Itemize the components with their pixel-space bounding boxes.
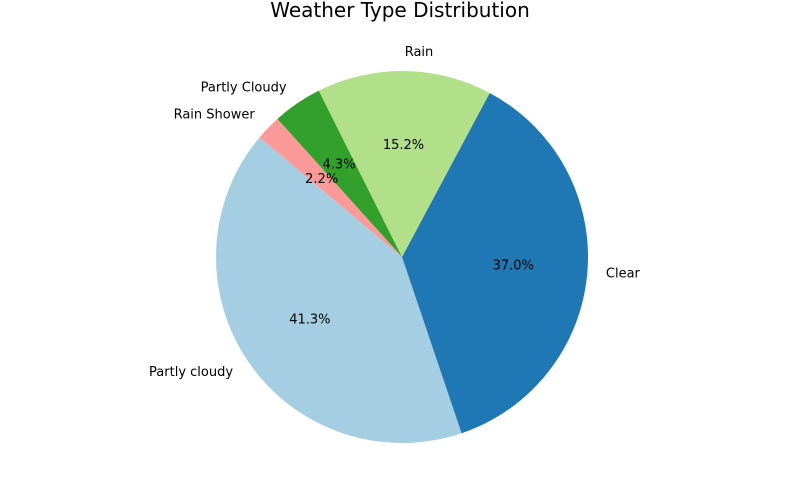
slice-label-partly-cloudy-3: Partly Cloudy (201, 81, 287, 96)
slice-percent-rain-shower-4: 2.2% (305, 172, 338, 187)
pie-slices (216, 71, 588, 443)
slice-label-partly-cloudy-0: Partly cloudy (149, 365, 233, 380)
slice-percent-clear-1: 37.0% (493, 259, 534, 274)
pie-slice-partly-cloudy-0 (216, 137, 462, 443)
slice-label-rain-2: Rain (405, 45, 434, 60)
pie-slice-rain-shower-4 (259, 118, 402, 257)
slice-label-rain-shower-4: Rain Shower (174, 107, 256, 122)
slice-percent-partly-cloudy-0: 41.3% (289, 312, 330, 327)
pie-slice-clear-1 (402, 92, 588, 434)
pie-labels: Partly cloudy 41.3% Clear 37.0% Rain 15.2% Par… (149, 45, 640, 380)
pie-slice-rain-2 (318, 71, 490, 257)
slice-percent-partly-cloudy-3: 4.3% (323, 157, 356, 172)
chart-title: Weather Type Distribution (270, 0, 530, 22)
slice-percent-rain-2: 15.2% (383, 138, 424, 153)
slice-label-clear-1: Clear (606, 266, 641, 281)
pie-slice-partly-cloudy-3 (277, 90, 402, 257)
